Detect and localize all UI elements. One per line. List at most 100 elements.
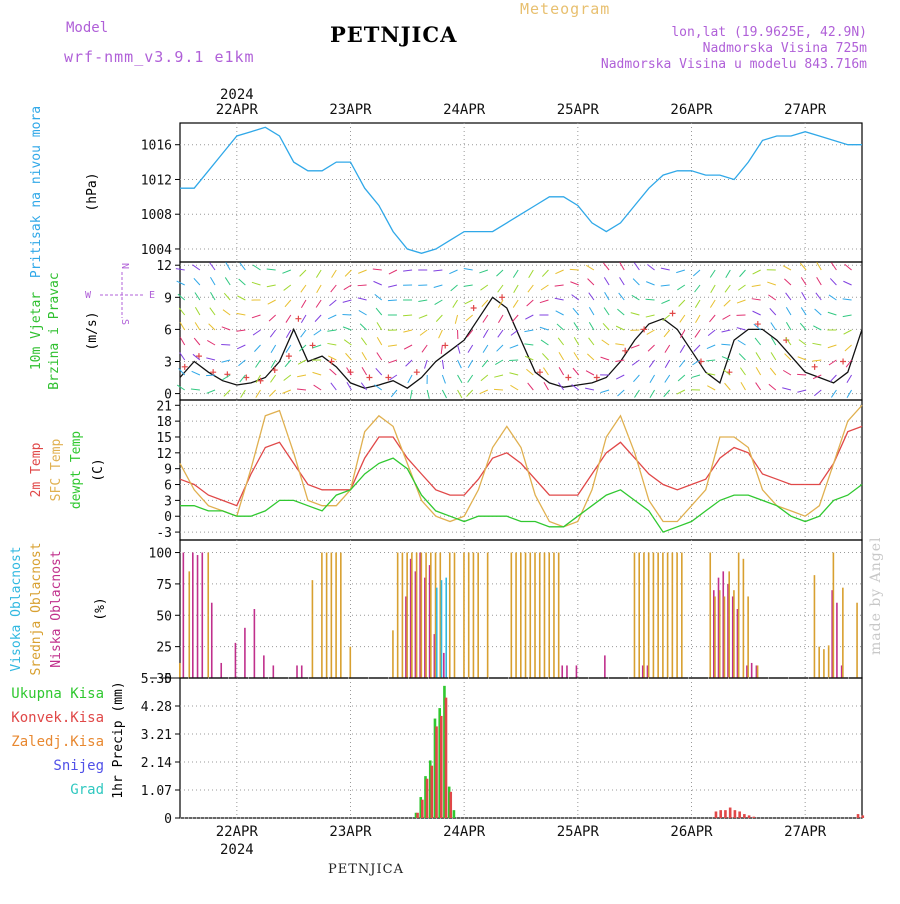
footer-station-name: PETNJICA [328,862,404,877]
wind-arrow [843,315,852,317]
y-tick-label: 1.07 [141,784,172,799]
wind-arrow [194,338,200,345]
bar [350,647,352,678]
wind-arrow [509,360,518,361]
yunit-wind: (m/s) [85,311,100,350]
bar [525,553,527,678]
dir-north: N [119,263,130,269]
model-name: wrf-nmm_v3.9.1 e1km [64,48,255,66]
wind-arrow [725,383,731,390]
bar [416,553,418,678]
wind-arrow [544,382,549,390]
wind-arrow [269,315,276,321]
wind-arrow [237,313,246,315]
gust-marker [414,369,420,375]
wind-arrow [620,277,625,285]
wind-arrow [195,292,200,300]
wind-arrow [297,375,306,377]
bar [511,553,513,678]
yunit-clouds: (%) [93,597,108,620]
wind-arrow [481,375,488,381]
gust-marker [295,316,301,322]
wind-arrow [358,298,367,300]
wind-arrow [358,285,367,286]
wind-arrow [680,345,685,353]
wind-arrow [711,285,716,293]
ylabel-dewpoint: dewpt Temp [69,431,84,509]
wind-arrow [847,375,852,383]
bar [321,553,323,678]
wind-arrow [195,307,200,315]
wind-arrow [524,330,533,332]
wind-arrow [177,281,185,285]
wind-arrow [601,357,610,360]
bar [648,553,650,678]
wind-arrow [253,330,260,335]
wind-arrow [843,299,852,300]
wind-arrow [724,300,730,306]
bar [662,553,664,678]
wind-arrow [388,360,397,363]
bar [709,553,711,678]
wind-arrow [680,315,685,322]
wind-arrow [647,265,654,270]
y-tick-label: 15 [156,431,172,446]
wind-arrow [783,266,791,270]
wind-arrow [828,312,837,315]
wind-arrow [297,389,306,390]
y-tick-label: -3 [156,526,172,541]
bar [220,663,222,678]
wind-arrow [740,270,746,277]
bar [667,553,669,678]
bar [814,575,816,678]
wind-arrow [615,360,624,362]
ylabel-mid-cloud: Srednja Oblacnost [29,542,44,675]
gust-marker [698,358,704,364]
wind-arrow [239,279,246,285]
wind-arrow [194,278,200,285]
wind-arrow [373,269,382,270]
wind-arrow [603,263,609,270]
wind-arrow [542,353,548,360]
wind-arrow [226,262,231,270]
wind-arrow [589,322,594,330]
wind-arrow [388,300,397,301]
wind-arrow [847,390,852,398]
bar [561,665,563,678]
wind-arrow [603,323,609,330]
bar [487,553,489,678]
wind-arrow [650,375,655,383]
y-tick-label: 3.21 [141,728,172,743]
bar [529,553,531,678]
bar [520,553,522,678]
wind-arrow [510,345,518,348]
wind-arrow [237,296,245,300]
wind-arrow [725,285,730,292]
ylabel-wind-1: 10m Vjetar [29,292,44,370]
wind-arrow [665,360,670,368]
bar [440,716,443,818]
model-label: Model [66,20,108,36]
wind-arrow [752,299,761,300]
bar [445,698,448,818]
wind-arrow [647,330,655,334]
precip-legend-item: Zaledj.Kisa [11,734,104,750]
wind-arrow [389,270,397,274]
bar [426,779,429,818]
wind-arrow [223,310,230,315]
wind-arrow [223,375,231,380]
wind-arrow [254,345,260,352]
wind-arrow [691,375,700,378]
wind-arrow [559,352,564,360]
y-tick-label: 5.35 [141,672,172,687]
wind-arrow [482,360,488,367]
wind-arrow [268,300,276,304]
yunit-temp: (C) [91,458,106,481]
location-coords: lon,lat (19.9625E, 42.9N) [671,25,867,40]
ylabel-high-cloud: Visoka Oblacnost [9,546,24,671]
bar [425,553,427,678]
bar [402,553,404,678]
wind-arrow [343,300,352,302]
wind-arrow [756,383,761,390]
